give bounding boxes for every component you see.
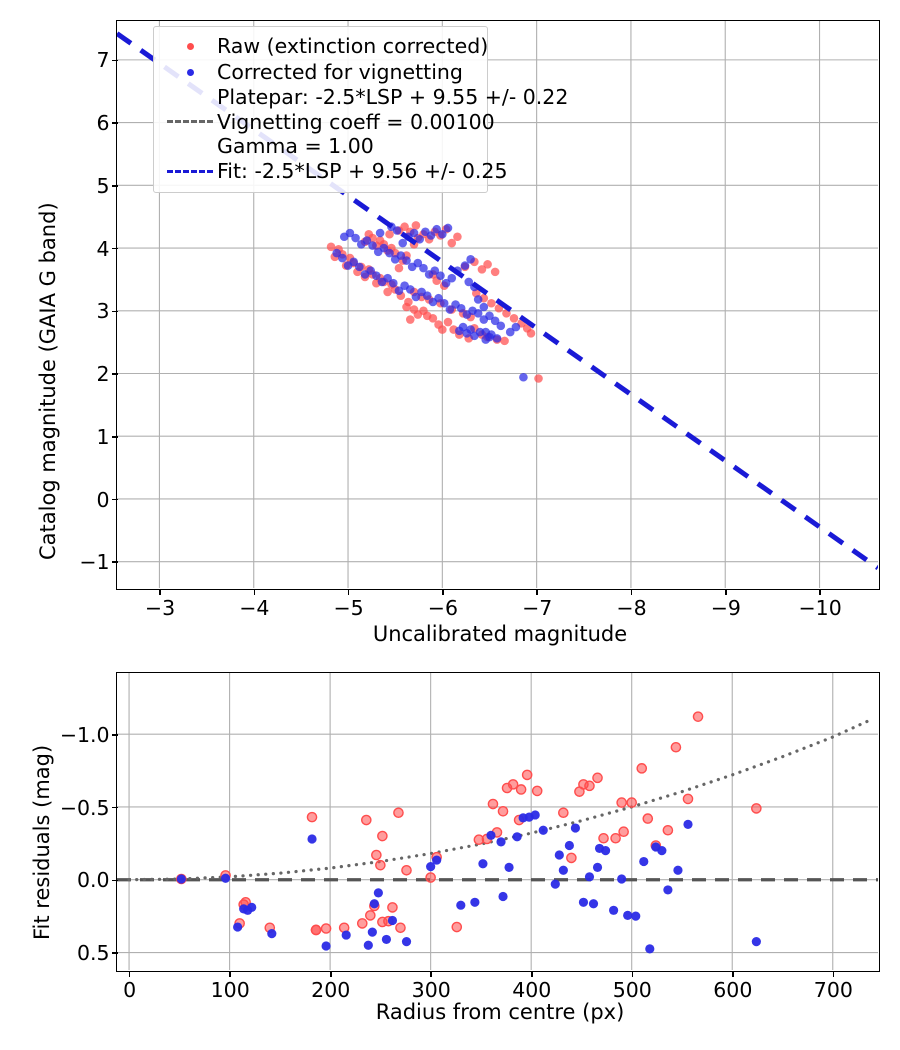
x-tick-label: −9 xyxy=(710,595,741,620)
fit-residuals-canvas xyxy=(117,673,878,970)
y-tick-label: 0 xyxy=(96,487,110,512)
chart-legend: Raw (extinction corrected) Corrected for… xyxy=(153,26,568,193)
x-tick-label: 500 xyxy=(612,977,652,1002)
x-tick-mark xyxy=(329,970,332,977)
y-tick-label: 5 xyxy=(96,173,110,198)
legend-label-fit: Fit: -2.5*LSP + 9.56 +/- 0.25 xyxy=(217,159,508,183)
top-y-axis-label: Catalog magnitude (GAIA G band) xyxy=(36,202,60,560)
y-tick-label: 6 xyxy=(96,110,110,135)
x-tick-label: −10 xyxy=(798,595,842,620)
x-tick-label: −8 xyxy=(616,595,647,620)
x-tick-label: 600 xyxy=(713,977,753,1002)
y-tick-mark xyxy=(111,498,118,501)
y-tick-mark xyxy=(111,59,118,62)
y-tick-label: −1.0 xyxy=(59,722,110,747)
bottom-y-axis-label: Fit residuals (mag) xyxy=(30,744,54,940)
legend-label-platepar-2: Vignetting coeff = 0.00100 xyxy=(217,109,495,134)
y-tick-mark xyxy=(111,122,118,124)
gray-dashed-line-icon xyxy=(163,120,217,124)
y-tick-label: 4 xyxy=(96,236,110,261)
y-tick-label: 0.5 xyxy=(76,940,110,965)
x-tick-label: −7 xyxy=(522,595,553,620)
x-tick-label: −5 xyxy=(333,595,364,620)
y-tick-mark xyxy=(111,806,118,809)
fit-residuals-panel xyxy=(116,672,880,972)
y-tick-label: 7 xyxy=(96,48,110,73)
x-tick-label: 200 xyxy=(311,977,351,1002)
x-tick-label: 0 xyxy=(123,977,137,1002)
x-tick-mark xyxy=(159,588,161,595)
x-tick-label: −4 xyxy=(239,595,270,620)
x-tick-mark xyxy=(347,588,350,595)
y-tick-label: 0.0 xyxy=(76,868,110,893)
y-tick-mark xyxy=(111,247,118,250)
y-tick-mark xyxy=(111,436,118,438)
legend-label-raw: Raw (extinction corrected) xyxy=(217,33,489,58)
blue-dashed-line-icon xyxy=(163,170,217,173)
y-tick-mark xyxy=(111,185,118,187)
x-tick-mark xyxy=(631,970,634,977)
x-tick-mark xyxy=(229,970,231,977)
y-tick-label: 1 xyxy=(96,424,110,449)
magnitude-calibration-panel xyxy=(116,20,880,590)
x-tick-mark xyxy=(536,588,539,595)
x-tick-mark xyxy=(819,588,821,595)
x-tick-mark xyxy=(430,970,433,977)
x-tick-mark xyxy=(630,588,633,595)
x-tick-mark xyxy=(253,588,256,595)
y-tick-mark xyxy=(111,952,118,954)
bottom-x-axis-label: Radius from centre (px) xyxy=(375,1000,625,1024)
red-dot-marker-icon xyxy=(163,42,217,50)
legend-label-platepar-3: Gamma = 1.00 xyxy=(217,134,374,158)
y-tick-mark xyxy=(111,561,118,564)
y-tick-mark xyxy=(111,310,118,313)
x-tick-mark xyxy=(725,588,727,595)
x-tick-label: 400 xyxy=(512,977,552,1002)
x-tick-label: −6 xyxy=(427,595,459,620)
fit-residuals-plot-area xyxy=(117,673,879,971)
legend-item-platepar: Platepar: -2.5*LSP + 9.55 +/- 0.22 Vigne… xyxy=(163,85,568,159)
x-tick-mark xyxy=(442,588,444,595)
legend-item-raw: Raw (extinction corrected) xyxy=(163,33,488,59)
legend-label-platepar-1: Platepar: -2.5*LSP + 9.55 +/- 0.22 xyxy=(217,85,569,109)
y-tick-mark xyxy=(111,373,118,375)
legend-item-corrected: Corrected for vignetting xyxy=(163,59,478,85)
y-tick-mark xyxy=(111,733,118,736)
x-tick-label: −3 xyxy=(144,595,176,620)
y-tick-mark xyxy=(111,879,118,882)
x-tick-mark xyxy=(832,970,835,977)
y-tick-label: 2 xyxy=(96,361,110,386)
x-tick-mark xyxy=(128,970,131,977)
y-tick-label: 3 xyxy=(96,299,110,324)
x-tick-label: 700 xyxy=(813,977,853,1002)
blue-dot-marker-icon xyxy=(163,68,217,76)
y-tick-label: −0.5 xyxy=(59,795,110,820)
legend-item-fit: Fit: -2.5*LSP + 9.56 +/- 0.25 xyxy=(163,159,508,185)
top-x-axis-label: Uncalibrated magnitude xyxy=(372,622,628,646)
x-tick-mark xyxy=(530,970,533,977)
x-tick-label: 100 xyxy=(210,977,250,1002)
y-tick-label: −1 xyxy=(79,550,110,574)
x-tick-label: 300 xyxy=(411,977,451,1002)
x-tick-mark xyxy=(732,970,734,977)
legend-label-corrected: Corrected for vignetting xyxy=(217,59,463,84)
